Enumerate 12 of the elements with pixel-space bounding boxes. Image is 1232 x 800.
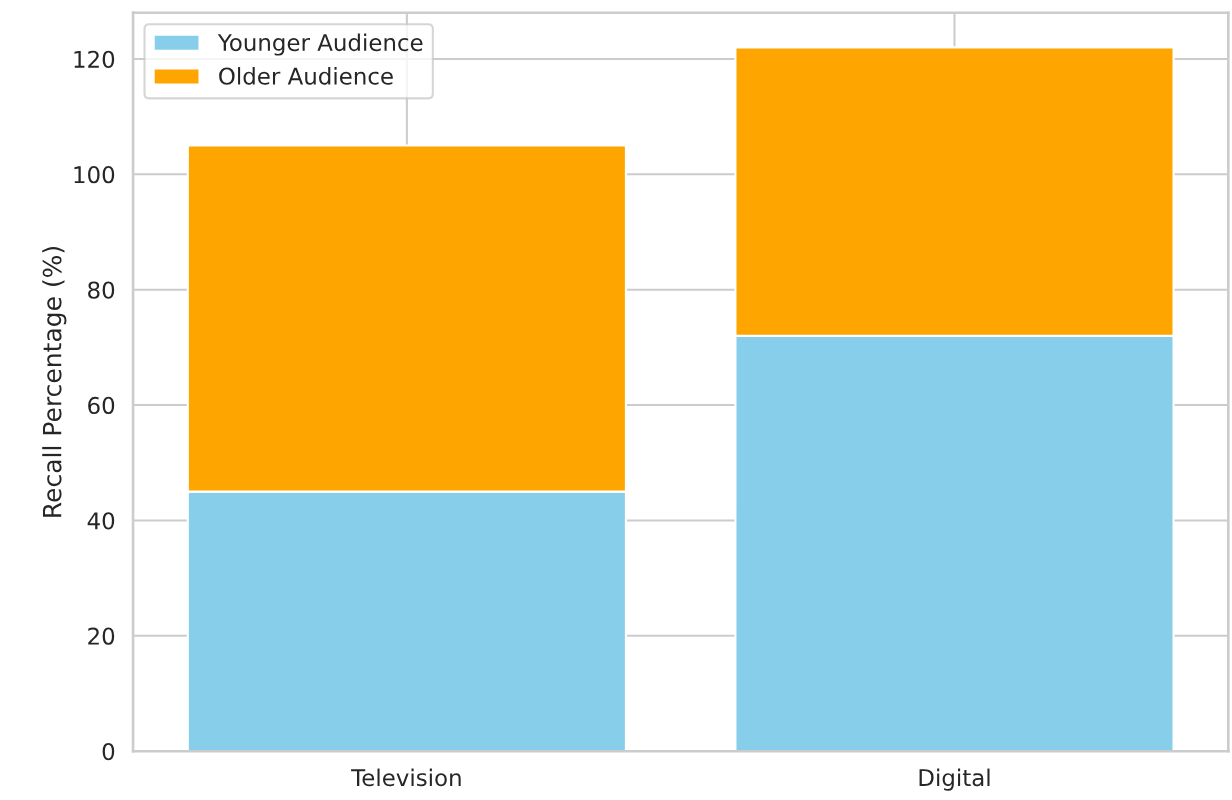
y-tick-label: 40 — [87, 512, 115, 530]
legend-label: Younger Audience — [217, 33, 423, 56]
y-axis-title: Recall Percentage (%) — [42, 246, 67, 517]
legend-label: Older Audience — [219, 67, 393, 85]
y-tick-label: 80 — [88, 281, 115, 299]
y-tick-label: 0 — [102, 742, 115, 761]
y-tick-label: 60 — [88, 396, 115, 415]
x-tick-label: Television — [351, 768, 461, 787]
y-tick-label: 120 — [74, 50, 115, 68]
y-tick-label: 100 — [74, 166, 115, 184]
y-tick-label: 20 — [88, 627, 115, 645]
x-tick-label: Digital — [919, 768, 990, 791]
